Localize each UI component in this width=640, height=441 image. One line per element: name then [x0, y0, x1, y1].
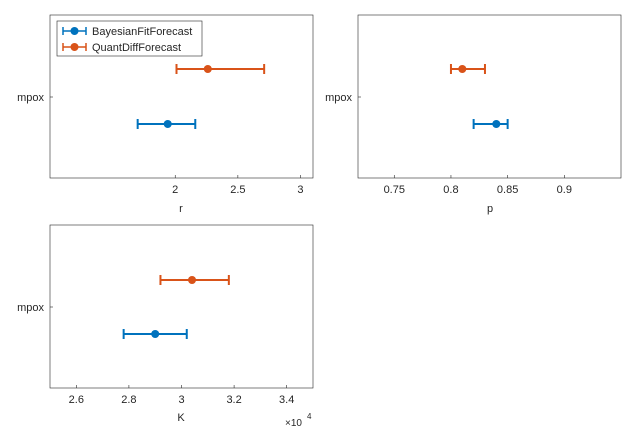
plot-area-p [357, 14, 622, 179]
y-tick-label: mpox [17, 302, 44, 314]
legend-label-bayesian: BayesianFitForecast [92, 26, 192, 38]
estimate-marker-bayesian [151, 330, 160, 338]
legend: BayesianFitForecast QuantDiffForecast [56, 20, 203, 57]
x-tick-label: 3 [178, 394, 184, 406]
legend-entry-quantdiff: QuantDiffForecast [62, 42, 181, 54]
x-tick-label: 3.2 [226, 394, 241, 406]
legend-marker-quantdiff [70, 43, 79, 51]
x-tick-label: 0.75 [384, 184, 405, 196]
error-bars-p [449, 64, 509, 129]
x-tick-label: 2.5 [230, 184, 245, 196]
x-tick-label: 0.9 [557, 184, 572, 196]
x-ticks-r: 2 2.5 3 [172, 175, 304, 196]
x-tick-label: 0.8 [443, 184, 458, 196]
panel-p: mpox 0.75 0.8 0.85 0.9 p [325, 14, 622, 215]
errorbar-bayesian [136, 119, 197, 129]
panel-r: mpox 2 2.5 3 r BayesianFitForecast QuantDi… [17, 14, 314, 215]
panel-k: mpox 2.6 2.8 3 3.2 3.4 K ×10 4 [17, 224, 314, 429]
x-tick-label: 2.8 [121, 394, 136, 406]
estimate-marker-quantdiff [203, 65, 212, 73]
x-axis-label-p: p [487, 203, 493, 215]
errorbar-bayesian [122, 329, 188, 339]
estimate-marker-quantdiff [458, 65, 467, 73]
y-tick-label: mpox [325, 92, 352, 104]
errorbar-quantdiff [159, 275, 230, 285]
estimate-marker-bayesian [492, 120, 501, 128]
plot-area-k [49, 224, 314, 389]
estimate-marker-quantdiff [188, 276, 197, 284]
errorbar-quantdiff [175, 64, 266, 74]
errorbar-bayesian [472, 119, 509, 129]
x-axis-label-r: r [179, 203, 183, 215]
error-bars-r [136, 64, 266, 129]
estimate-marker-bayesian [163, 120, 172, 128]
x-ticks-k: 2.6 2.8 3 3.2 3.4 [69, 385, 294, 406]
exponent-power: 4 [307, 412, 312, 421]
legend-box [56, 20, 203, 57]
x-ticks-p: 0.75 0.8 0.85 0.9 [384, 175, 572, 196]
x-axis-label-k: K [177, 412, 185, 424]
legend-marker-bayesian [70, 27, 79, 35]
legend-label-quantdiff: QuantDiffForecast [92, 42, 181, 54]
error-bars-k [122, 275, 230, 339]
x-axis-exponent: ×10 4 [285, 412, 312, 429]
x-tick-label: 3.4 [279, 394, 294, 406]
errorbar-quantdiff [449, 64, 486, 74]
x-tick-label: 2.6 [69, 394, 84, 406]
x-tick-label: 3 [297, 184, 303, 196]
x-tick-label: 2 [172, 184, 178, 196]
exponent-base: ×10 [285, 418, 302, 429]
legend-entry-bayesian: BayesianFitForecast [62, 26, 192, 38]
y-tick-label: mpox [17, 92, 44, 104]
x-tick-label: 0.85 [497, 184, 518, 196]
